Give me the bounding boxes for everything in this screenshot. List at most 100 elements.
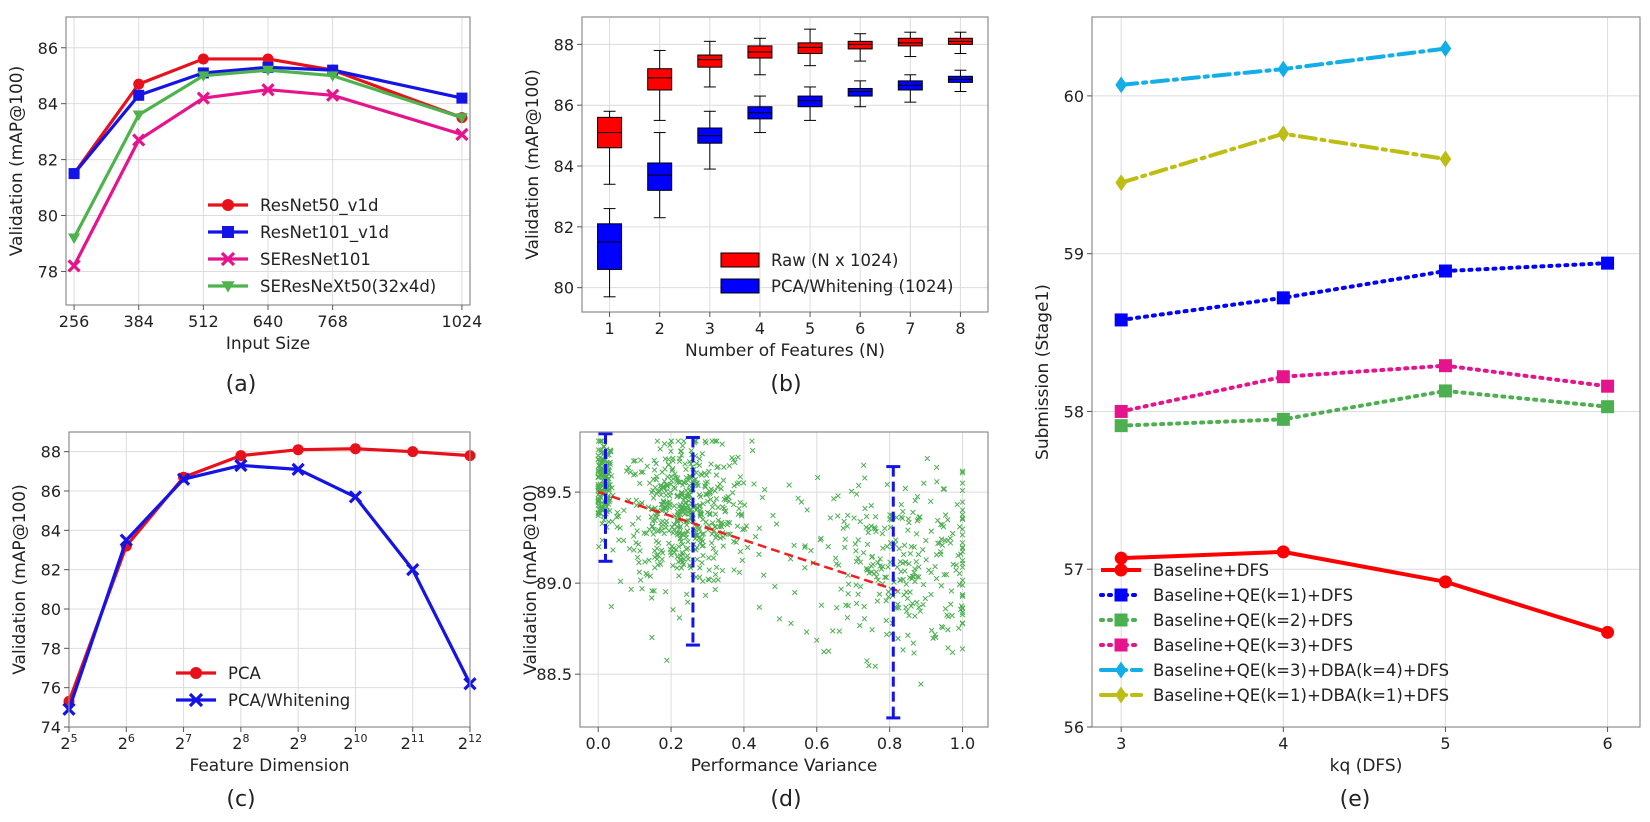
scatter-point xyxy=(720,543,727,549)
scatter-point xyxy=(959,549,966,555)
scatter-point xyxy=(631,472,637,478)
scatter-point xyxy=(627,469,634,476)
scatter-point xyxy=(959,507,966,513)
marker-square xyxy=(1438,384,1452,398)
scatter-point xyxy=(791,542,797,549)
scatter-point xyxy=(879,563,886,570)
scatter-point xyxy=(623,468,630,474)
scatter-point xyxy=(954,501,960,508)
x-tick-label: 4 xyxy=(1278,734,1288,753)
scatter-point xyxy=(646,480,653,486)
scatter-point xyxy=(719,567,726,574)
scatter-point xyxy=(659,550,666,556)
scatter-point xyxy=(864,541,871,548)
box-1-5 xyxy=(797,86,823,121)
scatter-point xyxy=(682,511,688,517)
scatter-point xyxy=(914,493,921,500)
scatter-point xyxy=(917,608,924,614)
marker-square xyxy=(1114,588,1128,602)
marker-circle xyxy=(407,446,419,458)
scatter-point xyxy=(845,590,851,597)
scatter-point xyxy=(896,545,902,552)
marker-circle xyxy=(1114,551,1128,565)
scatter-point xyxy=(709,531,715,537)
marker-circle xyxy=(1601,625,1615,639)
scatter-point xyxy=(844,512,851,519)
scatter-point xyxy=(792,589,798,596)
marker-triangle xyxy=(326,71,339,82)
series-e1-line xyxy=(1119,261,1610,322)
scatter-point xyxy=(756,525,763,531)
scatter-point xyxy=(944,517,951,523)
scatter-point xyxy=(665,456,672,463)
scatter-point xyxy=(661,441,668,447)
scatter-point xyxy=(672,513,678,519)
scatter-point xyxy=(606,476,612,482)
box-0-7 xyxy=(897,31,923,58)
series-a1-line xyxy=(72,65,463,175)
scatter-point xyxy=(773,521,780,527)
scatter-point xyxy=(694,556,700,563)
scatter-point xyxy=(884,481,890,488)
scatter-point xyxy=(959,532,966,538)
scatter-point xyxy=(684,553,691,559)
scatter-point xyxy=(897,577,903,583)
scatter-point xyxy=(903,589,910,595)
box-body xyxy=(897,37,923,47)
scatter-point xyxy=(861,603,867,610)
x-tick-label: 1.0 xyxy=(950,734,975,753)
scatter-point xyxy=(610,547,616,553)
scatter-point xyxy=(653,460,659,467)
scatter-point xyxy=(600,443,607,450)
scatter-point xyxy=(616,537,622,543)
scatter-point xyxy=(873,528,879,535)
scatter-point xyxy=(637,548,643,554)
scatter-point xyxy=(938,536,945,542)
scatter-point xyxy=(941,572,947,578)
x-tick-label: 5 xyxy=(1440,734,1450,753)
box-body xyxy=(847,40,873,50)
scatter-point xyxy=(856,622,863,629)
y-tick-label: 78 xyxy=(41,639,61,658)
y-axis-label: Validation (mAP@100) xyxy=(10,484,30,675)
marker-square xyxy=(1114,613,1128,627)
x-axis-label: Number of Features (N) xyxy=(685,341,885,361)
scatter-point xyxy=(835,493,841,499)
scatter-point xyxy=(628,586,634,593)
scatter-point xyxy=(644,463,651,469)
scatter-point xyxy=(863,524,869,531)
scatter-point xyxy=(597,457,604,464)
scatter-point xyxy=(682,461,688,467)
scatter-point xyxy=(712,523,719,530)
scatter-point xyxy=(857,583,864,590)
scatter-point xyxy=(677,536,683,542)
scatter-point xyxy=(668,448,674,454)
scatter-point xyxy=(693,460,700,467)
marker-square xyxy=(1601,400,1615,414)
scatter-point xyxy=(658,527,665,534)
x-tick-label: 0.8 xyxy=(877,734,902,753)
scatter-point xyxy=(894,564,901,570)
scatter-point xyxy=(598,447,604,454)
x-tick-label: 26 xyxy=(118,732,135,753)
scatter-point xyxy=(736,480,742,486)
scatter-point xyxy=(949,530,956,537)
scatter-point xyxy=(696,492,703,498)
scatter-point xyxy=(938,521,944,528)
scatter-point xyxy=(650,531,657,537)
scatter-point xyxy=(756,604,763,610)
x-tick-label: 0.2 xyxy=(658,734,683,753)
scatter-point xyxy=(674,508,681,515)
scatter-point xyxy=(760,572,767,578)
scatter-point xyxy=(738,511,745,517)
scatter-point xyxy=(635,541,642,548)
scatter-point xyxy=(915,551,922,558)
box-1-8 xyxy=(947,69,973,93)
scatter-point xyxy=(844,523,850,529)
scatter-point xyxy=(887,559,893,565)
scatter-point xyxy=(741,526,748,532)
marker-circle xyxy=(235,450,247,462)
scatter-point xyxy=(734,523,741,530)
